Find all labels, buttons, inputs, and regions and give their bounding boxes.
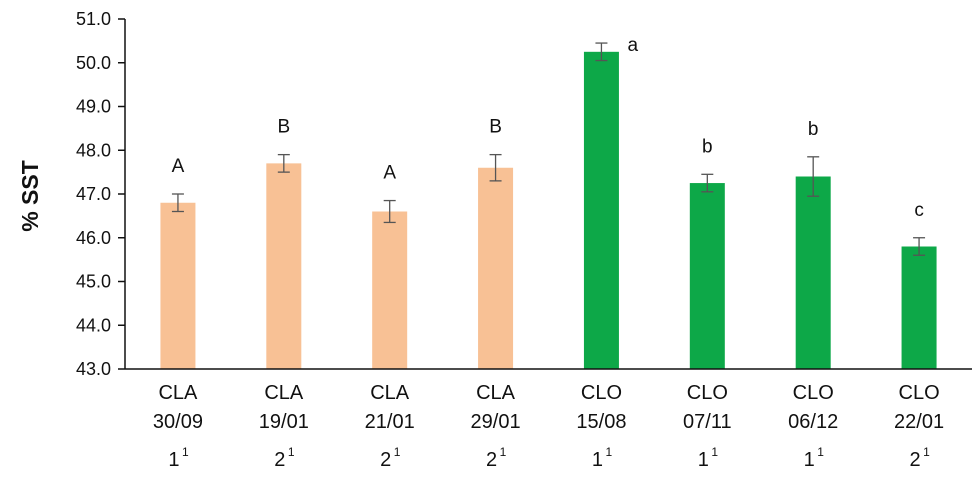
y-tick-label: 50.0 (76, 53, 111, 73)
x-label-number: 1 (698, 449, 709, 471)
error-bar (913, 237, 926, 256)
error-bar (277, 153, 290, 173)
significance-label: c (914, 200, 924, 221)
x-label-group: CLO (581, 382, 622, 404)
bar (901, 246, 937, 369)
x-label-superscript: 1 (394, 445, 401, 459)
significance-label: B (489, 117, 502, 138)
error-bar (807, 156, 820, 197)
bar (160, 202, 196, 369)
x-label-date: 30/09 (153, 411, 203, 433)
x-label-number: 2 (910, 449, 921, 471)
x-label-date: 07/11 (683, 411, 732, 433)
x-label-number: 2 (486, 449, 497, 471)
x-label-group: CLA (264, 382, 304, 404)
y-tick-label: 45.0 (76, 272, 111, 292)
x-label-date: 29/01 (471, 411, 521, 433)
x-label-number: 1 (168, 449, 179, 471)
x-label-group: CLA (158, 382, 198, 404)
x-label-group: CLO (687, 382, 728, 404)
y-tick-label: 48.0 (76, 140, 111, 160)
y-tick-label: 43.0 (76, 359, 111, 379)
error-bar (171, 193, 184, 213)
x-label-date: 06/12 (788, 411, 838, 433)
significance-label: A (383, 163, 396, 184)
bar (372, 211, 408, 369)
bar (689, 183, 725, 369)
x-label-superscript: 1 (500, 445, 507, 459)
x-label-superscript: 1 (817, 445, 824, 459)
x-label-superscript: 1 (923, 445, 930, 459)
error-bar (489, 153, 502, 182)
significance-label: b (702, 136, 713, 157)
x-label-number: 2 (380, 449, 391, 471)
y-tick-label: 51.0 (76, 9, 111, 29)
y-tick-label: 49.0 (76, 97, 111, 117)
x-label-superscript: 1 (182, 445, 189, 459)
x-label-group: CLO (793, 382, 834, 404)
bar (478, 167, 514, 369)
x-label-group: CLA (476, 382, 516, 404)
y-tick-label: 44.0 (76, 315, 111, 335)
significance-label: b (808, 119, 819, 140)
error-bar (383, 199, 396, 224)
error-bar (595, 42, 608, 62)
x-label-group: CLA (370, 382, 410, 404)
y-tick-label: 46.0 (76, 228, 111, 248)
x-label-date: 22/01 (894, 411, 944, 433)
x-label-superscript: 1 (288, 445, 295, 459)
significance-label: A (172, 156, 185, 177)
x-label-number: 1 (804, 449, 815, 471)
significance-label: a (627, 35, 638, 56)
x-label-number: 2 (274, 449, 285, 471)
y-tick-label: 47.0 (76, 184, 111, 204)
bar (266, 163, 302, 369)
x-label-superscript: 1 (711, 445, 718, 459)
x-label-date: 19/01 (259, 411, 309, 433)
x-label-date: 21/01 (365, 411, 415, 433)
error-bar (701, 173, 714, 193)
significance-label: B (277, 117, 290, 138)
x-label-superscript: 1 (605, 445, 612, 459)
bar (795, 176, 831, 369)
y-axis-label: % SST (17, 160, 43, 232)
x-label-date: 15/08 (576, 411, 626, 433)
x-label-group: CLO (899, 382, 940, 404)
x-label-number: 1 (592, 449, 603, 471)
bar (583, 51, 619, 369)
